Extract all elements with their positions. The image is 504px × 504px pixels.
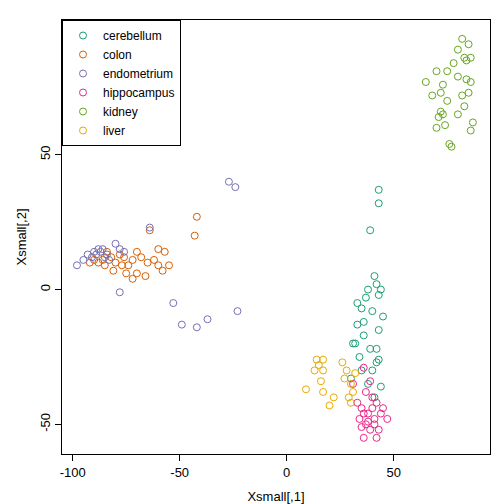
svg-text:kidney: kidney — [103, 105, 138, 119]
svg-text:0: 0 — [38, 284, 53, 291]
svg-text:Xsmall[,1]: Xsmall[,1] — [247, 489, 304, 504]
svg-text:colon: colon — [103, 48, 132, 62]
svg-text:50: 50 — [38, 146, 53, 160]
svg-text:50: 50 — [386, 465, 400, 480]
svg-text:cerebellum: cerebellum — [103, 29, 162, 43]
svg-text:endometrium: endometrium — [103, 67, 173, 81]
svg-text:-50: -50 — [38, 413, 53, 432]
svg-text:-100: -100 — [60, 465, 86, 480]
svg-text:-50: -50 — [170, 465, 189, 480]
svg-text:liver: liver — [103, 124, 125, 138]
svg-text:0: 0 — [283, 465, 290, 480]
svg-text:hippocampus: hippocampus — [103, 86, 174, 100]
svg-text:Xsmall[,2]: Xsmall[,2] — [14, 208, 29, 265]
